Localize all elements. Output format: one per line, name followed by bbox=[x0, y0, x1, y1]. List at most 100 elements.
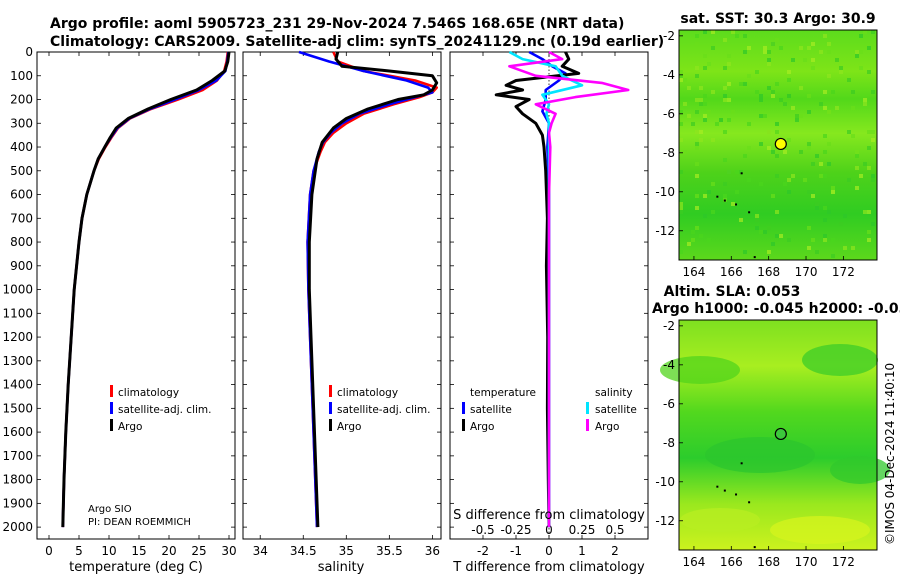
island bbox=[735, 493, 738, 496]
sst-pixel bbox=[851, 134, 855, 138]
legend-label-argo: Argo bbox=[337, 421, 361, 433]
sst-pixel bbox=[723, 194, 727, 198]
sla-map-panel: Altim. SLA: 0.053 Argo h1000: -0.045 h20… bbox=[652, 284, 900, 569]
legend-label-argo: Argo bbox=[118, 421, 142, 433]
lon-tick-label: 170 bbox=[795, 555, 818, 569]
sst-pixel bbox=[843, 246, 847, 250]
sla-map-frame bbox=[678, 319, 878, 551]
sst-pixel bbox=[743, 50, 747, 54]
sst-pixel bbox=[679, 206, 683, 210]
sst-pixel bbox=[723, 66, 727, 70]
sst-pixel bbox=[699, 138, 703, 142]
lon-tick-label: 164 bbox=[682, 265, 705, 279]
sst-pixel bbox=[775, 82, 779, 86]
legend-swatch-satellite bbox=[110, 402, 113, 414]
difference-legend: temperature satellite Argo salinity sate… bbox=[462, 387, 637, 433]
sst-pixel bbox=[787, 70, 791, 74]
sst-pixel bbox=[871, 130, 875, 134]
sst-pixel bbox=[823, 90, 827, 94]
legend-swatch-climatology bbox=[329, 385, 332, 397]
sst-pixel bbox=[871, 174, 875, 178]
difference-panel: -2 -1 0 1 2 -0.5 -0.25 0 0.25 0.5 S difference fr… bbox=[449, 50, 649, 575]
sst-pixel bbox=[827, 210, 831, 214]
legend-heading-salinity: salinity bbox=[595, 387, 633, 399]
sst-pixel bbox=[819, 102, 823, 106]
institution-label: Argo SIO bbox=[88, 504, 132, 515]
sst-pixel bbox=[827, 142, 831, 146]
sst-pixel bbox=[867, 238, 871, 242]
sst-pixel bbox=[815, 206, 819, 210]
sst-pixel bbox=[703, 118, 707, 122]
sst-pixel bbox=[727, 82, 731, 86]
x-tick-label: 34.5 bbox=[290, 544, 317, 558]
sst-pixel bbox=[823, 234, 827, 238]
sst-pixel bbox=[807, 246, 811, 250]
sst-pixel bbox=[695, 74, 699, 78]
sst-pixel bbox=[767, 58, 771, 62]
sst-pixel bbox=[867, 146, 871, 150]
sst-pixel bbox=[755, 90, 759, 94]
sst-pixel bbox=[679, 70, 683, 74]
sst-pixel bbox=[683, 78, 687, 82]
sst-pixel bbox=[715, 122, 719, 126]
lat-tick-label: -12 bbox=[655, 224, 675, 238]
sst-pixel bbox=[831, 254, 835, 258]
sst-pixel bbox=[763, 230, 767, 234]
sst-pixel bbox=[775, 174, 779, 178]
legend-label-s-satellite: satellite bbox=[595, 404, 637, 416]
sst-pixel bbox=[775, 130, 779, 134]
figure-title-line1: Argo profile: aoml 5905723_231 29-Nov-20… bbox=[50, 16, 624, 32]
sst-pixel bbox=[679, 202, 683, 206]
sst-pixel bbox=[811, 238, 815, 242]
x-tick-label: 20 bbox=[161, 544, 176, 558]
sst-pixel bbox=[811, 194, 815, 198]
sst-pixel bbox=[823, 174, 827, 178]
s-tick-label: -0.25 bbox=[500, 523, 531, 537]
sst-pixel bbox=[839, 66, 843, 70]
temperature-xlabel: temperature (deg C) bbox=[69, 560, 203, 575]
legend-label-climatology: climatology bbox=[118, 387, 179, 399]
sst-pixel bbox=[811, 58, 815, 62]
legend-heading-temperature: temperature bbox=[470, 387, 536, 399]
depth-tick-label: 100 bbox=[10, 69, 33, 83]
sst-pixel bbox=[867, 230, 871, 234]
depth-tick-label: 800 bbox=[10, 235, 33, 249]
island bbox=[748, 211, 751, 214]
sst-pixel bbox=[783, 182, 787, 186]
sst-pixel bbox=[811, 42, 815, 46]
sst-pixel bbox=[703, 114, 707, 118]
imos-watermark: ©IMOS 04-Dec-2024 11:40:10 bbox=[883, 363, 897, 545]
sst-pixel bbox=[679, 122, 683, 126]
depth-tick-label: 1600 bbox=[2, 425, 33, 439]
legend-label-climatology: climatology bbox=[337, 387, 398, 399]
sst-pixel bbox=[763, 114, 767, 118]
lon-tick-label: 166 bbox=[720, 555, 743, 569]
sst-pixel bbox=[859, 66, 863, 70]
sst-pixel bbox=[723, 38, 727, 42]
sst-pixel bbox=[703, 30, 707, 34]
sst-pixel bbox=[771, 150, 775, 154]
figure-title-line2: Climatology: CARS2009. Satellite-adj cli… bbox=[50, 34, 664, 50]
sst-pixel bbox=[747, 178, 751, 182]
s-tick-label: 0.25 bbox=[569, 523, 596, 537]
sst-map-panel: sat. SST: 30.3 Argo: 30.9 164 166 168 170 17… bbox=[655, 11, 878, 279]
sst-pixel bbox=[723, 86, 727, 90]
sla-map-subtitle: Argo h1000: -0.045 h2000: -0.051 bbox=[652, 301, 900, 317]
sst-pixel bbox=[859, 50, 863, 54]
sst-pixel bbox=[823, 218, 827, 222]
depth-axis-labels: 0 100 200 300 400 500 600 700 800 900 1000 1100 1200… bbox=[2, 45, 33, 534]
sst-pixel bbox=[787, 78, 791, 82]
sst-pixel bbox=[703, 102, 707, 106]
sst-pixel bbox=[815, 202, 819, 206]
sst-pixel bbox=[731, 110, 735, 114]
lat-tick-label: -2 bbox=[663, 319, 675, 333]
sst-pixel bbox=[755, 214, 759, 218]
sst-pixel bbox=[687, 114, 691, 118]
x-tick-label: 2 bbox=[611, 544, 619, 558]
lat-tick-label: -4 bbox=[663, 68, 675, 82]
lon-tick-label: 166 bbox=[720, 265, 743, 279]
sst-pixel bbox=[695, 42, 699, 46]
sst-pixel bbox=[711, 138, 715, 142]
s-tick-label: -0.5 bbox=[471, 523, 494, 537]
sst-pixel bbox=[859, 174, 863, 178]
